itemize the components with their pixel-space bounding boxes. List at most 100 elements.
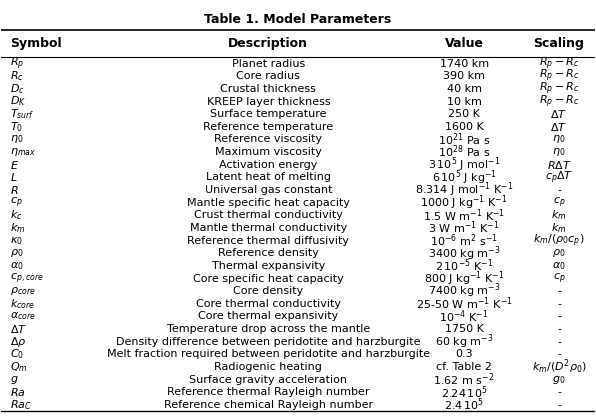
Text: $k_m$: $k_m$ bbox=[551, 221, 567, 235]
Text: -: - bbox=[557, 349, 561, 359]
Text: $R_p$: $R_p$ bbox=[10, 55, 24, 72]
Text: $R_p - R_c$: $R_p - R_c$ bbox=[539, 93, 579, 110]
Text: $g$: $g$ bbox=[10, 374, 19, 386]
Text: -: - bbox=[557, 324, 561, 334]
Text: $\eta_{max}$: $\eta_{max}$ bbox=[10, 146, 36, 158]
Text: -: - bbox=[557, 299, 561, 309]
Text: $Q_m$: $Q_m$ bbox=[10, 360, 28, 374]
Text: Crust thermal conductivity: Crust thermal conductivity bbox=[194, 210, 343, 220]
Text: Activation energy: Activation energy bbox=[219, 160, 318, 170]
Text: $D_c$: $D_c$ bbox=[10, 82, 25, 96]
Text: $k_m$: $k_m$ bbox=[551, 208, 567, 222]
Text: $R_c$: $R_c$ bbox=[10, 69, 24, 83]
Text: Core density: Core density bbox=[233, 286, 303, 296]
Text: $Ra$: $Ra$ bbox=[10, 386, 26, 398]
Text: $k_m/(D^2\rho_0)$: $k_m/(D^2\rho_0)$ bbox=[532, 358, 586, 376]
Text: Value: Value bbox=[445, 38, 483, 50]
Text: $k_m$: $k_m$ bbox=[10, 221, 26, 235]
Text: $c_p$: $c_p$ bbox=[10, 196, 23, 210]
Text: $\alpha_0$: $\alpha_0$ bbox=[552, 260, 566, 272]
Text: $\eta_0$: $\eta_0$ bbox=[552, 133, 566, 146]
Text: cf. Table 2: cf. Table 2 bbox=[436, 362, 492, 372]
Text: Core specific heat capacity: Core specific heat capacity bbox=[193, 274, 344, 284]
Text: Reference thermal Rayleigh number: Reference thermal Rayleigh number bbox=[167, 387, 370, 397]
Text: 3 W m$^{-1}$ K$^{-1}$: 3 W m$^{-1}$ K$^{-1}$ bbox=[429, 220, 500, 236]
Text: Mantle thermal conductivity: Mantle thermal conductivity bbox=[190, 223, 347, 233]
Text: $T_{surf}$: $T_{surf}$ bbox=[10, 107, 35, 121]
Text: 25-50 W m$^{-1}$ K$^{-1}$: 25-50 W m$^{-1}$ K$^{-1}$ bbox=[415, 296, 513, 312]
Text: $R\Delta T$: $R\Delta T$ bbox=[547, 159, 572, 171]
Text: $\eta_0$: $\eta_0$ bbox=[552, 146, 566, 158]
Text: KREEP layer thickness: KREEP layer thickness bbox=[207, 96, 330, 106]
Text: $10^{28}$ Pa s: $10^{28}$ Pa s bbox=[438, 144, 491, 161]
Text: Reference thermal diffusivity: Reference thermal diffusivity bbox=[187, 236, 349, 246]
Text: Symbol: Symbol bbox=[10, 38, 62, 50]
Text: Reference density: Reference density bbox=[218, 248, 319, 258]
Text: $Ra_C$: $Ra_C$ bbox=[10, 398, 32, 412]
Text: Reference viscosity: Reference viscosity bbox=[215, 134, 322, 144]
Text: 250 K: 250 K bbox=[448, 109, 480, 119]
Text: Table 1. Model Parameters: Table 1. Model Parameters bbox=[204, 13, 392, 25]
Text: Universal gas constant: Universal gas constant bbox=[204, 185, 332, 195]
Text: 1.5 W m$^{-1}$ K$^{-1}$: 1.5 W m$^{-1}$ K$^{-1}$ bbox=[423, 207, 505, 224]
Text: Reference chemical Rayleigh number: Reference chemical Rayleigh number bbox=[164, 400, 373, 410]
Text: $3\,10^5$ J mol$^{-1}$: $3\,10^5$ J mol$^{-1}$ bbox=[428, 156, 500, 174]
Text: $c_{p,core}$: $c_{p,core}$ bbox=[10, 271, 44, 286]
Text: $6\,10^5$ J kg$^{-1}$: $6\,10^5$ J kg$^{-1}$ bbox=[432, 168, 496, 187]
Text: $2\,10^{-5}$ K$^{-1}$: $2\,10^{-5}$ K$^{-1}$ bbox=[435, 258, 493, 274]
Text: $\Delta T$: $\Delta T$ bbox=[551, 121, 567, 133]
Text: $C_0$: $C_0$ bbox=[10, 347, 24, 361]
Text: 40 km: 40 km bbox=[446, 84, 482, 94]
Text: $T_0$: $T_0$ bbox=[10, 120, 23, 134]
Text: Surface temperature: Surface temperature bbox=[210, 109, 327, 119]
Text: Maximum viscosity: Maximum viscosity bbox=[215, 147, 322, 157]
Text: $\alpha_{core}$: $\alpha_{core}$ bbox=[10, 311, 36, 322]
Text: 1740 km: 1740 km bbox=[439, 59, 489, 69]
Text: Reference temperature: Reference temperature bbox=[203, 122, 333, 132]
Text: Core radius: Core radius bbox=[237, 71, 300, 81]
Text: $k_{core}$: $k_{core}$ bbox=[10, 297, 35, 311]
Text: -: - bbox=[557, 337, 561, 347]
Text: Planet radius: Planet radius bbox=[232, 59, 305, 69]
Text: $\alpha_0$: $\alpha_0$ bbox=[10, 260, 24, 272]
Text: $R_p - R_c$: $R_p - R_c$ bbox=[539, 81, 579, 97]
Text: 3400 kg m$^{-3}$: 3400 kg m$^{-3}$ bbox=[428, 244, 501, 263]
Text: Temperature drop across the mantle: Temperature drop across the mantle bbox=[167, 324, 370, 334]
Text: -: - bbox=[557, 311, 561, 322]
Text: $10^{21}$ Pa s: $10^{21}$ Pa s bbox=[438, 131, 491, 148]
Text: 1750 K: 1750 K bbox=[445, 324, 483, 334]
Text: $\rho_0$: $\rho_0$ bbox=[10, 247, 24, 259]
Text: $c_p$: $c_p$ bbox=[552, 271, 566, 286]
Text: $\Delta T$: $\Delta T$ bbox=[10, 323, 27, 335]
Text: 0.3: 0.3 bbox=[455, 349, 473, 359]
Text: Crustal thickness: Crustal thickness bbox=[221, 84, 316, 94]
Text: 10 km: 10 km bbox=[446, 96, 482, 106]
Text: Thermal expansivity: Thermal expansivity bbox=[212, 261, 325, 271]
Text: $k_m/(\rho_0 c_p)$: $k_m/(\rho_0 c_p)$ bbox=[533, 232, 585, 249]
Text: Core thermal conductivity: Core thermal conductivity bbox=[196, 299, 341, 309]
Text: $R_p - R_c$: $R_p - R_c$ bbox=[539, 68, 579, 85]
Text: Density difference between peridotite and harzburgite: Density difference between peridotite an… bbox=[116, 337, 421, 347]
Text: -: - bbox=[557, 400, 561, 410]
Text: 1000 J kg$^{-1}$ K$^{-1}$: 1000 J kg$^{-1}$ K$^{-1}$ bbox=[420, 193, 508, 212]
Text: $\Delta\rho$: $\Delta\rho$ bbox=[10, 335, 27, 349]
Text: Scaling: Scaling bbox=[533, 38, 585, 50]
Text: $\Delta T$: $\Delta T$ bbox=[551, 108, 567, 120]
Text: $\rho_{core}$: $\rho_{core}$ bbox=[10, 285, 36, 297]
Text: $10^{-4}$ K$^{-1}$: $10^{-4}$ K$^{-1}$ bbox=[439, 308, 489, 325]
Text: $2.4\,10^5$: $2.4\,10^5$ bbox=[444, 397, 484, 413]
Text: 60 kg m$^{-3}$: 60 kg m$^{-3}$ bbox=[435, 332, 493, 351]
Text: $\eta_0$: $\eta_0$ bbox=[10, 133, 24, 146]
Text: -: - bbox=[557, 286, 561, 296]
Text: $R$: $R$ bbox=[10, 184, 19, 196]
Text: $E$: $E$ bbox=[10, 159, 19, 171]
Text: 7400 kg m$^{-3}$: 7400 kg m$^{-3}$ bbox=[428, 282, 501, 301]
Text: $\kappa_0$: $\kappa_0$ bbox=[10, 235, 23, 246]
Text: $10^{-6}$ m$^2$ s$^{-1}$: $10^{-6}$ m$^2$ s$^{-1}$ bbox=[430, 232, 498, 249]
Text: Description: Description bbox=[228, 38, 308, 50]
Text: Radiogenic heating: Radiogenic heating bbox=[215, 362, 322, 372]
Text: 800 J kg$^{-1}$ K$^{-1}$: 800 J kg$^{-1}$ K$^{-1}$ bbox=[424, 269, 504, 288]
Text: $2.24\,10^5$: $2.24\,10^5$ bbox=[441, 384, 488, 401]
Text: -: - bbox=[557, 387, 561, 397]
Text: $D_K$: $D_K$ bbox=[10, 95, 26, 108]
